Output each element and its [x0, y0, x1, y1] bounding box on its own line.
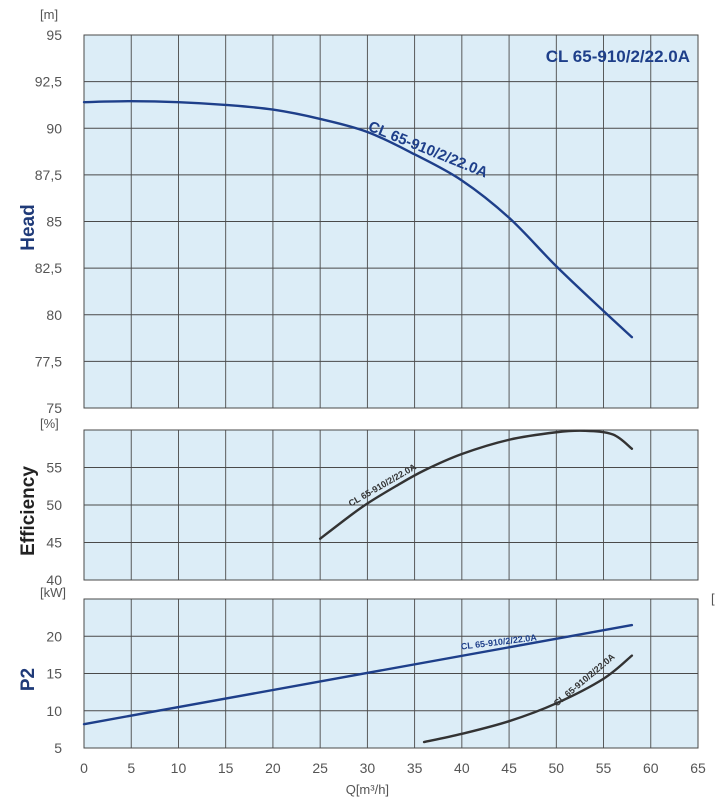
series-line-power-1 — [422, 654, 634, 744]
x-tick-label: 60 — [643, 760, 659, 776]
x-tick-label: 50 — [549, 760, 565, 776]
y-unit-label: [kW] — [40, 585, 66, 600]
x-tick-label: 30 — [360, 760, 376, 776]
x-tick-label: 55 — [596, 760, 612, 776]
x-tick-label: 25 — [312, 760, 328, 776]
y-tick-label: 85 — [46, 214, 62, 230]
y-tick-label: 50 — [46, 497, 62, 513]
x-tick-label: 40 — [454, 760, 470, 776]
y-axis-label: P2 — [18, 668, 39, 691]
plot-frame — [83, 598, 699, 749]
y-tick-label: 77,5 — [35, 353, 62, 369]
y-tick-label: 15 — [46, 666, 62, 682]
y-tick-label: 40 — [46, 572, 62, 588]
y-unit-label: [m] — [40, 7, 58, 22]
plot-frame — [83, 34, 699, 409]
chart-title: CL 65-910/2/22.0A — [546, 47, 690, 66]
series-line-power-0 — [82, 623, 634, 726]
series-line-head-0 — [82, 100, 634, 339]
x-axis-label: Q[m³/h] — [346, 782, 389, 797]
y-tick-label: 75 — [46, 400, 62, 416]
x-tick-label: 65 — [690, 760, 706, 776]
y-axis-label: Efficiency — [18, 466, 39, 556]
y-tick-label: 95 — [46, 27, 62, 43]
x-tick-label: 5 — [127, 760, 135, 776]
x-tick-label: 0 — [80, 760, 88, 776]
plot-frame — [83, 429, 699, 581]
y-tick-label: 90 — [46, 120, 62, 136]
x-tick-label: 20 — [265, 760, 281, 776]
y-tick-label: 87,5 — [35, 167, 62, 183]
x-tick-label: 10 — [171, 760, 187, 776]
series-line-efficiency-0 — [318, 429, 634, 540]
x-tick-label: 45 — [501, 760, 517, 776]
x-tick-label: 35 — [407, 760, 423, 776]
y-tick-label: 92,5 — [35, 74, 62, 90]
x-tick-label: 15 — [218, 760, 234, 776]
y-tick-label: 82,5 — [35, 260, 62, 276]
y-tick-label: 80 — [46, 307, 62, 323]
y-tick-label: 20 — [46, 628, 62, 644]
y-tick-label: 5 — [54, 740, 62, 756]
y-tick-label: 55 — [46, 460, 62, 476]
y-tick-label: 10 — [46, 703, 62, 719]
y-tick-label: 45 — [46, 535, 62, 551]
right-edge-bracket: [ — [711, 591, 715, 606]
y-unit-label: [%] — [40, 416, 59, 431]
y-axis-label: Head — [18, 204, 39, 250]
